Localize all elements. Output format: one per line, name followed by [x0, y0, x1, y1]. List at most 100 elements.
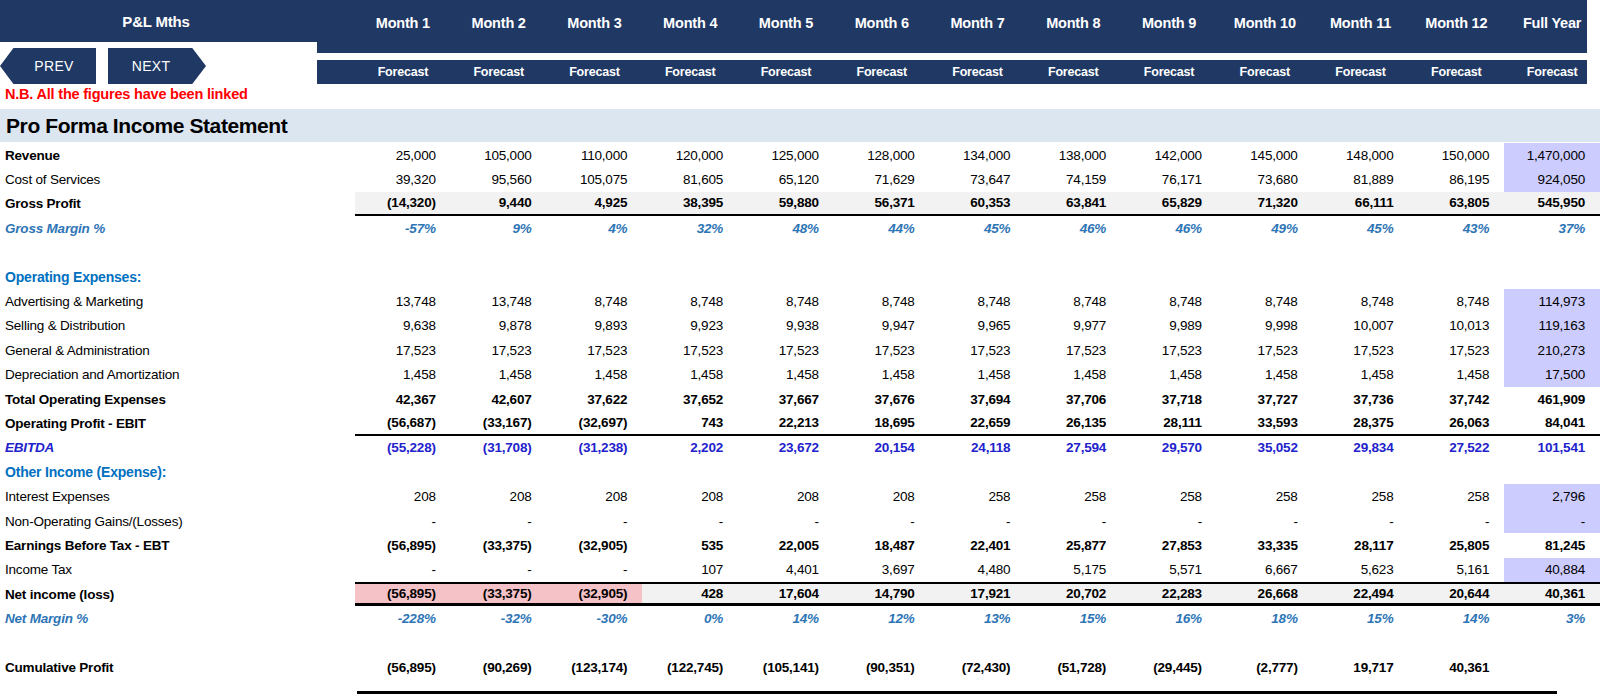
data-cell[interactable]: 81,889	[1313, 167, 1409, 191]
data-cell[interactable]: 14,790	[834, 582, 930, 606]
data-cell[interactable]: 17,523	[834, 338, 930, 362]
data-cell[interactable]: 71,320	[1217, 192, 1313, 216]
data-cell[interactable]	[1313, 460, 1409, 484]
forecast-label[interactable]: Forecast	[451, 60, 547, 84]
data-cell[interactable]: (56,687)	[355, 411, 451, 435]
data-cell[interactable]: -	[642, 509, 738, 533]
data-cell[interactable]: 17,523	[738, 338, 834, 362]
data-cell[interactable]: 42,367	[355, 387, 451, 411]
data-cell[interactable]	[1121, 460, 1217, 484]
data-cell[interactable]: 45%	[930, 216, 1026, 240]
data-cell[interactable]: 145,000	[1217, 143, 1313, 167]
data-cell[interactable]: 33,335	[1217, 533, 1313, 557]
forecast-label[interactable]: Forecast	[642, 60, 738, 84]
row-label[interactable]: Advertising & Marketing	[0, 289, 355, 313]
data-cell[interactable]: 1,458	[451, 363, 547, 387]
data-cell[interactable]: 5,161	[1408, 558, 1504, 582]
data-cell[interactable]: -	[1504, 509, 1600, 533]
data-cell[interactable]: -	[834, 509, 930, 533]
data-cell[interactable]: 1,458	[1217, 363, 1313, 387]
row-label[interactable]: Interest Expenses	[0, 484, 355, 508]
data-cell[interactable]: (33,375)	[451, 582, 547, 606]
data-cell[interactable]: 73,647	[930, 167, 1026, 191]
data-cell[interactable]: 1,458	[1408, 363, 1504, 387]
data-cell[interactable]: 208	[834, 484, 930, 508]
data-cell[interactable]	[642, 460, 738, 484]
data-cell[interactable]: 17,500	[1504, 363, 1600, 387]
data-cell[interactable]: (123,174)	[547, 655, 643, 679]
month-header[interactable]: Month 3	[547, 0, 643, 46]
data-cell[interactable]: 208	[547, 484, 643, 508]
data-cell[interactable]: 22,401	[930, 533, 1026, 557]
data-cell[interactable]: 9,878	[451, 314, 547, 338]
data-cell[interactable]: 37,694	[930, 387, 1026, 411]
data-cell[interactable]: 17,523	[355, 338, 451, 362]
data-cell[interactable]: 208	[738, 484, 834, 508]
data-cell[interactable]: 8,748	[1121, 289, 1217, 313]
data-cell[interactable]: (72,430)	[930, 655, 1026, 679]
row-label[interactable]: Operating Profit - EBIT	[0, 411, 355, 435]
data-cell[interactable]: (122,745)	[642, 655, 738, 679]
data-cell[interactable]: -32%	[451, 606, 547, 630]
data-cell[interactable]: 1,458	[834, 363, 930, 387]
data-cell[interactable]	[355, 265, 451, 289]
data-cell[interactable]: 38,395	[642, 192, 738, 216]
data-cell[interactable]: 42,607	[451, 387, 547, 411]
data-cell[interactable]	[738, 460, 834, 484]
data-cell[interactable]: 17,523	[1408, 338, 1504, 362]
data-cell[interactable]: 17,523	[1025, 338, 1121, 362]
data-cell[interactable]: 76,171	[1121, 167, 1217, 191]
data-cell[interactable]: 25,000	[355, 143, 451, 167]
data-cell[interactable]: 4%	[547, 216, 643, 240]
data-cell[interactable]	[451, 460, 547, 484]
data-cell[interactable]: 37,727	[1217, 387, 1313, 411]
month-header[interactable]: Month 6	[834, 0, 930, 46]
data-cell[interactable]: 20,702	[1025, 582, 1121, 606]
data-cell[interactable]	[547, 265, 643, 289]
data-cell[interactable]: 5,623	[1313, 558, 1409, 582]
data-cell[interactable]: (31,708)	[451, 436, 547, 460]
month-header[interactable]: Month 7	[930, 0, 1026, 46]
data-cell[interactable]	[355, 460, 451, 484]
data-cell[interactable]: 22,494	[1313, 582, 1409, 606]
data-cell[interactable]: 65,120	[738, 167, 834, 191]
data-cell[interactable]: 25,877	[1025, 533, 1121, 557]
data-cell[interactable]: (32,905)	[547, 582, 643, 606]
data-cell[interactable]: (56,895)	[355, 582, 451, 606]
row-label[interactable]: Cost of Services	[0, 167, 355, 191]
data-cell[interactable]: -	[355, 509, 451, 533]
forecast-label[interactable]: Forecast	[1025, 60, 1121, 84]
month-header[interactable]: Month 8	[1025, 0, 1121, 46]
row-label[interactable]: Revenue	[0, 143, 355, 167]
data-cell[interactable]: -	[738, 509, 834, 533]
data-cell[interactable]: 73,680	[1217, 167, 1313, 191]
month-header[interactable]: Month 5	[738, 0, 834, 46]
data-cell[interactable]: 12%	[834, 606, 930, 630]
data-cell[interactable]: 208	[642, 484, 738, 508]
data-cell[interactable]	[547, 460, 643, 484]
data-cell[interactable]: 37,676	[834, 387, 930, 411]
data-cell[interactable]: 27,522	[1408, 436, 1504, 460]
data-cell[interactable]: 86,195	[1408, 167, 1504, 191]
data-cell[interactable]: 105,075	[547, 167, 643, 191]
data-cell[interactable]	[642, 265, 738, 289]
data-cell[interactable]: 8,748	[834, 289, 930, 313]
data-cell[interactable]: 9,947	[834, 314, 930, 338]
data-cell[interactable]: 40,361	[1504, 582, 1600, 606]
data-cell[interactable]: 37,622	[547, 387, 643, 411]
row-label[interactable]: Net income (loss)	[0, 582, 355, 606]
forecast-label[interactable]: Forecast	[1217, 60, 1313, 84]
data-cell[interactable]: 25,805	[1408, 533, 1504, 557]
data-cell[interactable]: 1,458	[1121, 363, 1217, 387]
data-cell[interactable]: 48%	[738, 216, 834, 240]
data-cell[interactable]: 22,283	[1121, 582, 1217, 606]
data-cell[interactable]: 17,921	[930, 582, 1026, 606]
data-cell[interactable]: 428	[642, 582, 738, 606]
row-label[interactable]: Gross Margin %	[0, 216, 355, 240]
data-cell[interactable]	[930, 265, 1026, 289]
data-cell[interactable]: 101,541	[1504, 436, 1600, 460]
data-cell[interactable]: 6,667	[1217, 558, 1313, 582]
data-cell[interactable]: 258	[1121, 484, 1217, 508]
data-cell[interactable]: 120,000	[642, 143, 738, 167]
data-cell[interactable]: 40,361	[1408, 655, 1504, 679]
